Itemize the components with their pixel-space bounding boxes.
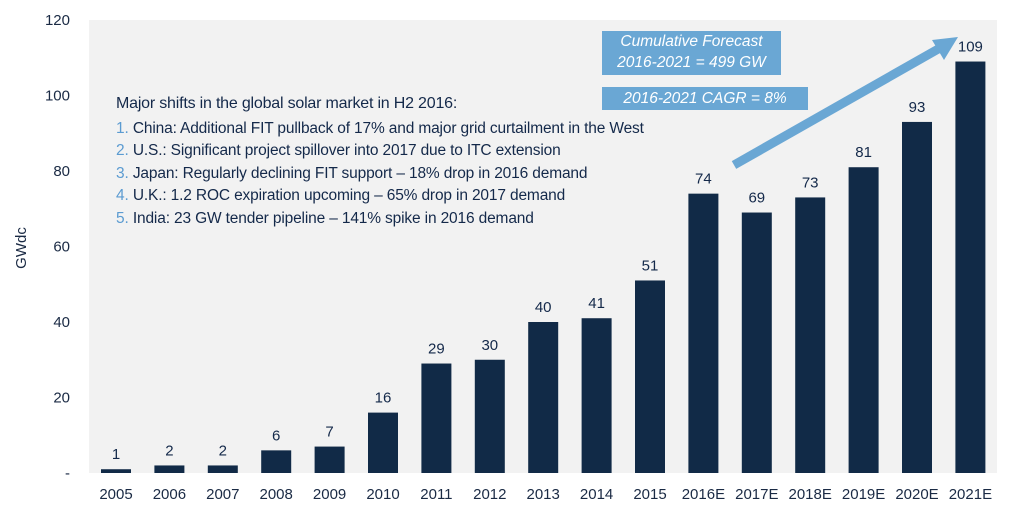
data-label: 69	[748, 190, 765, 207]
note-item: 5. India: 23 GW tender pipeline – 141% s…	[116, 208, 644, 231]
x-tick-label: 2019E	[842, 486, 885, 503]
y-tick-label: 80	[53, 163, 70, 180]
cagr-box: 2016-2021 CAGR = 8%	[602, 87, 808, 110]
y-tick-label: 20	[53, 390, 70, 407]
arrow-head-icon	[932, 37, 958, 60]
bar-2013	[528, 322, 559, 473]
x-tick-label: 2007	[206, 486, 239, 503]
x-tick-label: 2018E	[789, 486, 832, 503]
note-item: 2. U.S.: Significant project spillover i…	[116, 140, 644, 163]
market-shifts-note: Major shifts in the global solar market …	[116, 93, 644, 230]
bar-2012	[474, 359, 505, 473]
bar-2010	[368, 412, 398, 473]
note-item-number: 2.	[116, 142, 129, 159]
data-label: 7	[325, 424, 333, 441]
data-label: 2	[219, 442, 227, 459]
data-label: 109	[958, 39, 983, 56]
x-tick-label: 2012	[473, 486, 506, 503]
bar-2014	[581, 318, 612, 473]
forecast-line-2: 2016-2021 = 499 GW	[617, 54, 766, 71]
bars	[101, 61, 986, 474]
data-label: 16	[375, 390, 392, 407]
x-tick-label: 2008	[260, 486, 293, 503]
note-item-country: China	[132, 119, 173, 137]
note-item-text: : 1.2 ROC expiration upcoming – 65% drop…	[162, 187, 566, 204]
note-item: 4. U.K.: 1.2 ROC expiration upcoming – 6…	[116, 185, 644, 208]
y-tick-label: 40	[53, 314, 70, 331]
note-item-number: 5.	[116, 209, 129, 227]
note-item: 3. Japan: Regularly declining FIT suppor…	[116, 163, 644, 186]
data-label: 2	[165, 442, 173, 459]
note-item: 1. China: Additional FIT pullback of 17%…	[116, 118, 644, 141]
note-item-country: Japan	[132, 164, 175, 182]
x-tick-label: 2017E	[735, 486, 778, 503]
data-label: 93	[909, 99, 926, 116]
note-item-text: : Additional FIT pullback of 17% and maj…	[172, 119, 644, 137]
x-tick-label: 2010	[366, 486, 399, 503]
note-item-country: India	[132, 209, 166, 227]
x-tick-label: 2016E	[682, 486, 725, 503]
bar-2018e	[795, 197, 826, 474]
bar-2007	[207, 465, 238, 473]
x-tick-label: 2015	[633, 486, 666, 503]
y-tick-label: 120	[45, 12, 70, 29]
bar-2009	[314, 446, 345, 473]
x-tick-label: 2011	[420, 486, 452, 503]
x-tick-label: 2006	[153, 486, 186, 503]
x-tick-label: 2005	[99, 486, 132, 503]
y-axis: - 20 40 60 80 100 120	[45, 12, 70, 482]
x-tick-label: 2021E	[949, 486, 992, 503]
forecast-line-1: Cumulative Forecast	[620, 33, 763, 50]
cumulative-forecast-box: Cumulative Forecast 2016-2021 = 499 GW	[602, 31, 781, 75]
x-axis: 2005 2006 2007 2008 2009 2010 2011 2012 2013 2014…	[99, 486, 992, 503]
data-label: 51	[642, 257, 659, 274]
data-label: 81	[855, 144, 872, 161]
x-tick-label: 2013	[527, 486, 560, 503]
bar-2011	[421, 363, 452, 473]
bar-2020e	[902, 121, 932, 474]
note-item-number: 3.	[116, 164, 129, 182]
x-tick-label: 2009	[313, 486, 346, 503]
note-title: Major shifts in the global solar market …	[116, 95, 458, 112]
bar-2006	[154, 465, 185, 473]
data-label: 29	[428, 341, 445, 358]
data-label: 30	[481, 337, 498, 354]
note-item-number: 1.	[116, 119, 129, 137]
y-axis-label: GWdc	[13, 227, 30, 269]
bar-2015	[635, 280, 665, 473]
note-item-country: U.S.	[132, 142, 163, 159]
data-label: 74	[695, 171, 712, 188]
data-label: 1	[112, 446, 120, 463]
note-item-text: : Regularly declining FIT support – 18% …	[174, 164, 588, 182]
data-label: 40	[535, 299, 552, 316]
note-item-text: : Significant project spillover into 201…	[162, 142, 561, 159]
y-tick-label: 60	[53, 239, 70, 256]
bar-2016e	[688, 193, 719, 473]
data-label: 41	[588, 295, 605, 312]
note-item-country: U.K.	[132, 187, 163, 204]
note-item-text: : 23 GW tender pipeline – 141% spike in …	[165, 209, 534, 227]
bar-2021e	[955, 61, 986, 474]
bar-2017e	[741, 212, 772, 473]
y-tick-label: 100	[45, 88, 70, 105]
data-label: 73	[802, 174, 819, 191]
x-tick-label: 2014	[580, 486, 613, 503]
bar-2008	[261, 450, 292, 473]
trend-arrow	[731, 37, 958, 169]
bar-2005	[101, 469, 131, 473]
y-tick-label: -	[65, 465, 70, 482]
x-tick-label: 2020E	[895, 486, 938, 503]
bar-2019e	[848, 167, 879, 473]
data-labels: 1 2 2 6 7 16 29 30 40 41 51 74 69 73 81 93 109	[112, 39, 983, 464]
data-label: 6	[272, 427, 280, 444]
note-item-number: 4.	[116, 187, 129, 204]
